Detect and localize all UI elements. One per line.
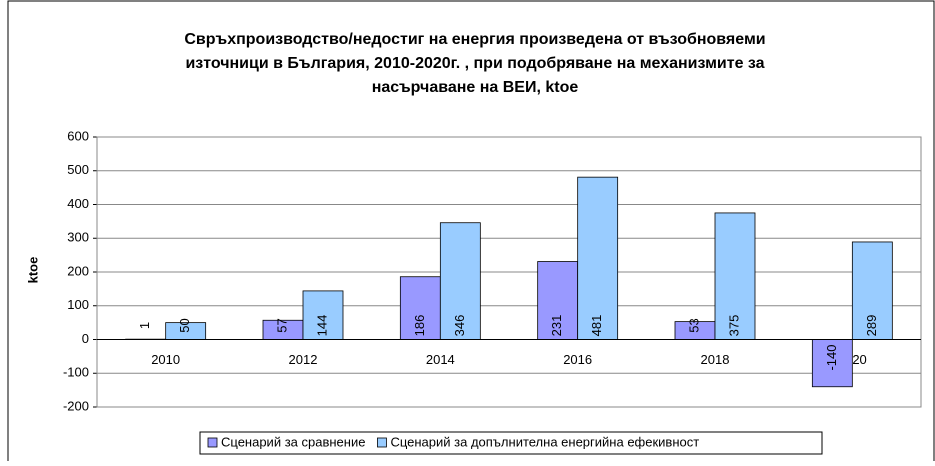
y-tick-label: 100 <box>67 297 89 312</box>
x-tick-label: 2012 <box>289 352 318 367</box>
value-label: 231 <box>549 315 564 337</box>
value-label: 481 <box>589 315 604 337</box>
y-tick-label: -200 <box>63 398 89 413</box>
x-tick-label: 2014 <box>426 352 455 367</box>
x-tick-label: 2010 <box>151 352 180 367</box>
y-tick-label: 600 <box>67 128 89 143</box>
y-tick-label: 0 <box>82 331 89 346</box>
y-axis-label: ktoe <box>25 257 40 284</box>
value-label: 144 <box>314 315 329 337</box>
value-label: 346 <box>452 315 467 337</box>
chart-title: източници в България, 2010-2020г. , при … <box>185 55 764 72</box>
value-label: 375 <box>726 315 741 337</box>
value-label: 289 <box>864 315 879 337</box>
y-tick-label: 200 <box>67 263 89 278</box>
y-tick-label: 500 <box>67 162 89 177</box>
y-tick-label: 400 <box>67 196 89 211</box>
y-tick-label: -100 <box>63 365 89 380</box>
x-tick-label: 2018 <box>701 352 730 367</box>
legend-swatch <box>377 438 386 447</box>
chart-title: насърчаване на ВЕИ, ktoe <box>372 79 579 96</box>
value-label: 57 <box>274 318 289 332</box>
x-tick-label: 2016 <box>563 352 592 367</box>
legend-swatch <box>208 438 217 447</box>
legend-label: Сценарий за допълнителна енергийна ефеки… <box>390 434 699 449</box>
value-label: 53 <box>686 318 701 332</box>
value-label: 186 <box>412 315 427 337</box>
value-label: -140 <box>824 344 839 370</box>
legend-label: Сценарий за сравнение <box>221 434 365 449</box>
value-label: 1 <box>137 322 152 329</box>
y-tick-label: 300 <box>67 230 89 245</box>
chart-title: Свръхпроизводство/недостиг на енергия пр… <box>184 31 765 48</box>
value-label: 50 <box>177 318 192 332</box>
